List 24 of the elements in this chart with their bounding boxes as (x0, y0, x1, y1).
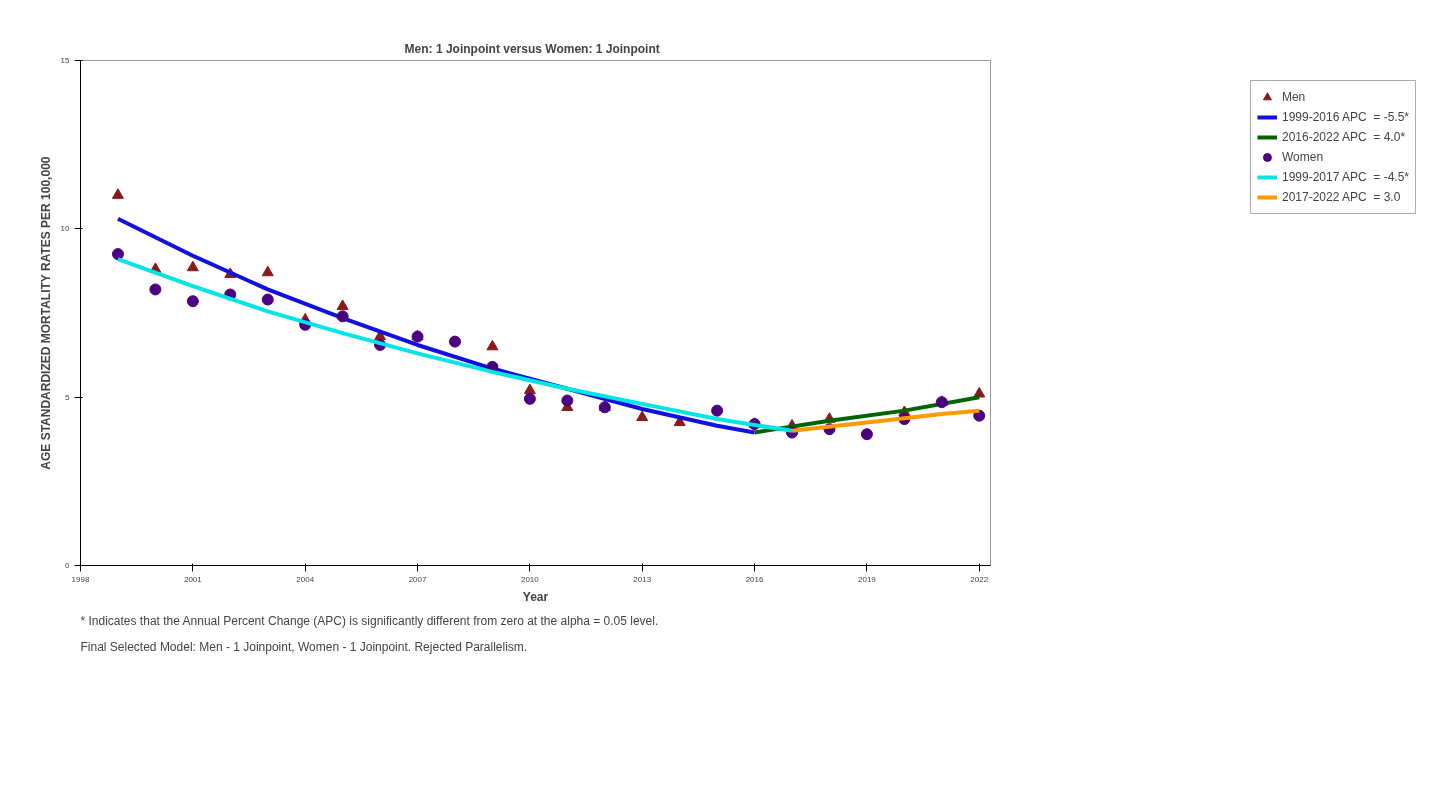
legend-label: 1999-2017 APC = -4.5* (1281, 170, 1410, 184)
x-tick-label: 2007 (408, 574, 427, 584)
x-tick-label: 2001 (183, 574, 203, 584)
x-tick-label: 2004 (296, 574, 315, 584)
y-tick-label: 10 (60, 224, 71, 234)
x-tick-label: 1998 (71, 574, 90, 584)
legend-label: 2017-2022 APC = 3.0 (1281, 190, 1401, 204)
x-axis-title: Year (522, 589, 549, 604)
x-tick-label: 2010 (520, 574, 540, 584)
x-tick-label: 2013 (633, 574, 652, 584)
text: * Indicates that the Annual Percent Change (APC) is significantly different from zero at the alpha = 0.05 level. (80, 613, 659, 628)
legend-label: Women (1281, 150, 1324, 164)
x-tick-label: 2022 (970, 574, 989, 584)
y-tick-label: 5 (65, 392, 71, 402)
y-tick-label: 15 (60, 56, 71, 65)
x-tick-label: 2016 (745, 574, 765, 584)
legend-label: Men (1281, 90, 1306, 104)
legend-label: 1999-2016 APC = -5.5* (1281, 110, 1410, 124)
text: Final Selected Model: Men - 1 Joinpoint, Women - 1 Joinpoint. Rejected Parallelism. (80, 639, 528, 654)
x-tick-label: 2019 (858, 574, 877, 584)
legend-label: 2016-2022 APC = 4.0* (1281, 130, 1406, 144)
chart-title: Men: 1 Joinpoint versus Women: 1 Joinpoint (404, 41, 660, 56)
y-axis-title: AGE STANDARDIZED MORTALITY RATES PER 100,000 (38, 156, 53, 470)
y-tick-label: 0 (65, 561, 71, 570)
